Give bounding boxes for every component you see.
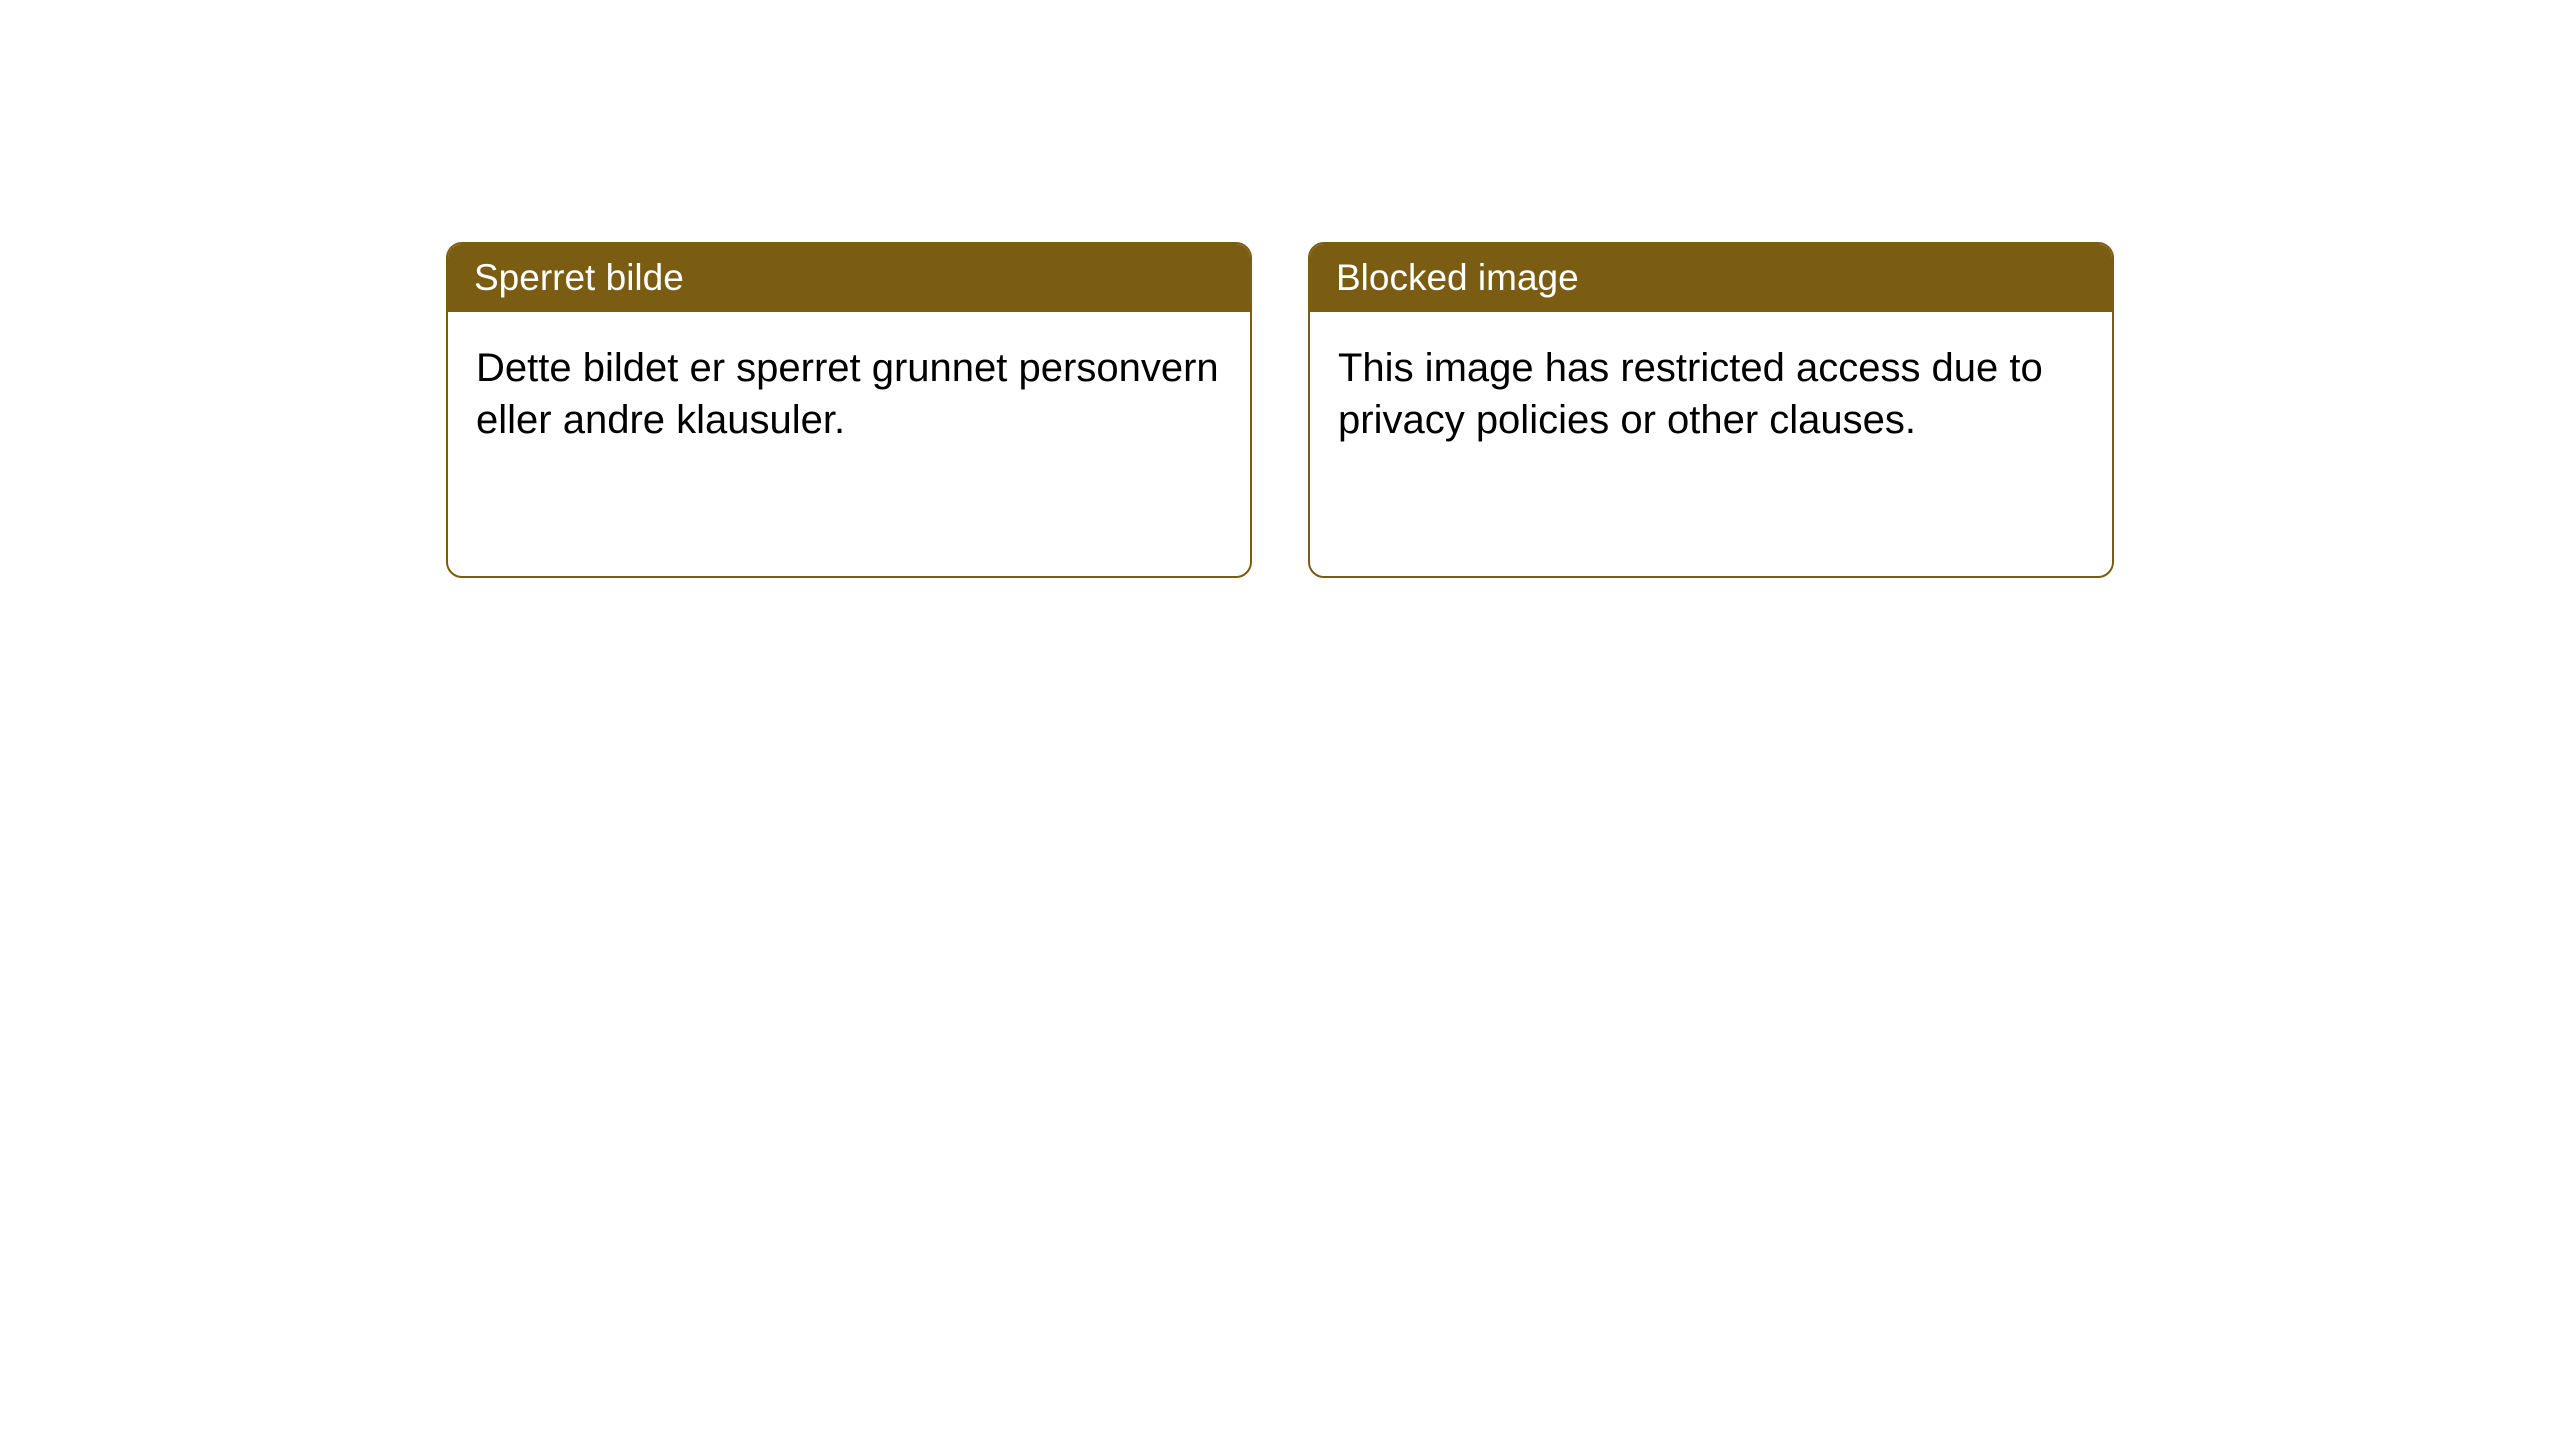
card-title: Blocked image — [1336, 257, 1579, 298]
card-header-norwegian: Sperret bilde — [448, 244, 1250, 312]
blocked-image-card-english: Blocked image This image has restricted … — [1308, 242, 2114, 578]
card-body-english: This image has restricted access due to … — [1310, 312, 2112, 476]
card-header-english: Blocked image — [1310, 244, 2112, 312]
card-message: This image has restricted access due to … — [1338, 346, 2043, 442]
blocked-image-card-norwegian: Sperret bilde Dette bildet er sperret gr… — [446, 242, 1252, 578]
card-body-norwegian: Dette bildet er sperret grunnet personve… — [448, 312, 1250, 476]
card-title: Sperret bilde — [474, 257, 684, 298]
card-message: Dette bildet er sperret grunnet personve… — [476, 346, 1219, 442]
blocked-image-cards: Sperret bilde Dette bildet er sperret gr… — [446, 242, 2114, 578]
